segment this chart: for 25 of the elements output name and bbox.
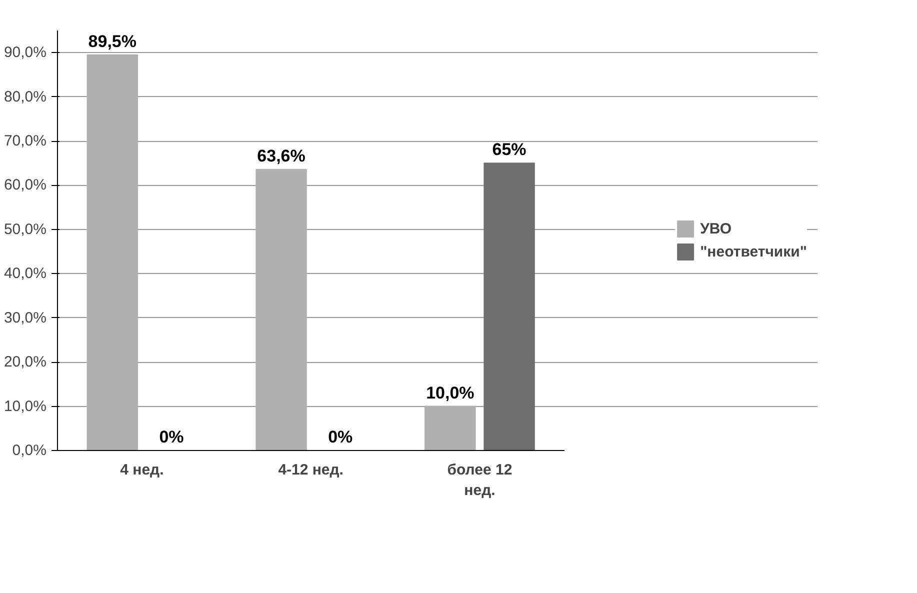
data-label: 10,0% <box>426 383 474 402</box>
bar <box>256 168 307 450</box>
legend-label: "неответчики" <box>700 243 807 260</box>
y-tick-label: 10,0% <box>4 398 47 415</box>
x-tick-label: 4-12 нед. <box>278 462 344 478</box>
y-tick-label: 80,0% <box>4 88 47 106</box>
y-tick-label: 30,0% <box>4 309 47 326</box>
y-tick-label: 0,0% <box>12 442 47 459</box>
y-tick-label: 20,0% <box>4 354 47 371</box>
data-label: 0% <box>328 428 353 446</box>
y-tick-label: 60,0% <box>4 176 47 194</box>
y-tick-label: 40,0% <box>4 265 47 282</box>
x-tick-label: более 12 нед. <box>447 462 512 499</box>
data-label: 89,5% <box>88 32 136 51</box>
bar <box>484 162 535 450</box>
y-tick-label: 70,0% <box>4 132 47 150</box>
x-tick-label: 4 нед. <box>120 462 164 478</box>
bar <box>424 406 476 450</box>
y-tick-label: 50,0% <box>4 220 47 238</box>
data-label: 65% <box>492 140 526 160</box>
data-label: 0% <box>159 428 184 446</box>
legend-label: УВО <box>700 220 732 237</box>
data-label: 63,6% <box>257 146 306 166</box>
bar <box>86 54 138 450</box>
y-tick-label: 90,0% <box>4 44 47 62</box>
